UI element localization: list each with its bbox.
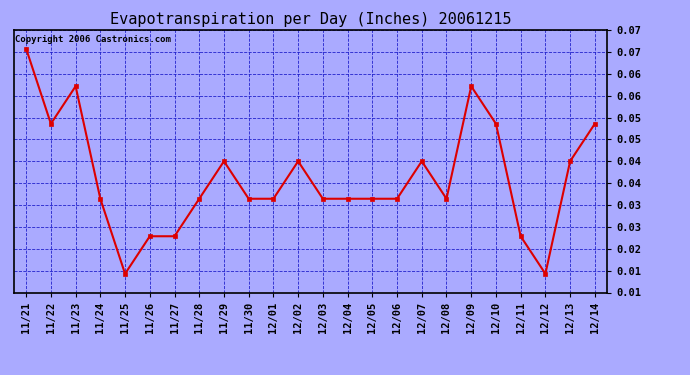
- Text: Copyright 2006 Castronics.com: Copyright 2006 Castronics.com: [15, 35, 171, 44]
- Title: Evapotranspiration per Day (Inches) 20061215: Evapotranspiration per Day (Inches) 2006…: [110, 12, 511, 27]
